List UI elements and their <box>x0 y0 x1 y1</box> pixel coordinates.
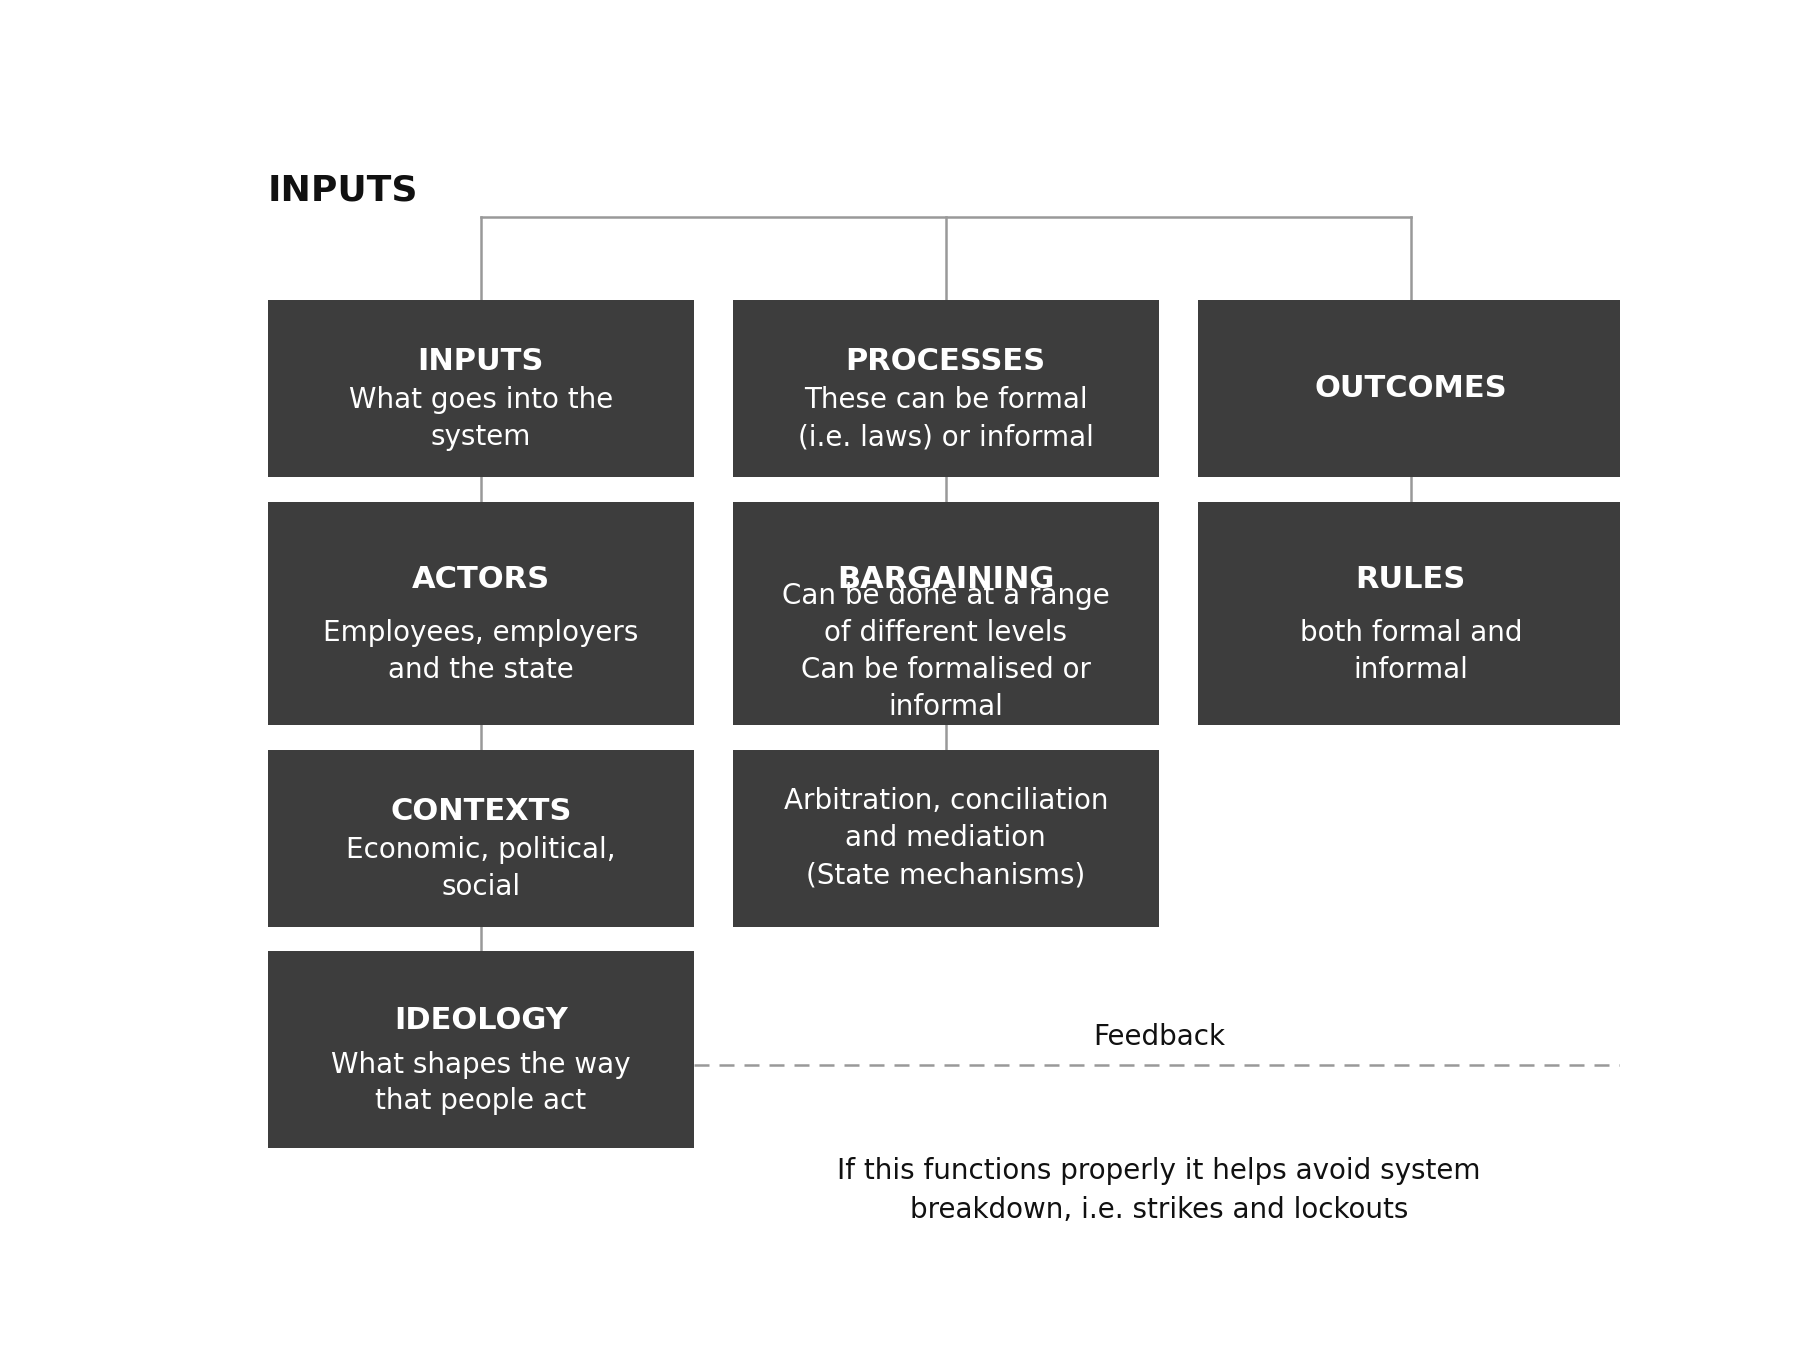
Text: both formal and
informal: both formal and informal <box>1300 619 1523 683</box>
Text: What goes into the
system: What goes into the system <box>349 386 612 451</box>
Text: Economic, political,
social: Economic, political, social <box>346 837 616 901</box>
Text: PROCESSES: PROCESSES <box>846 347 1046 377</box>
Text: ACTORS: ACTORS <box>412 565 549 594</box>
Bar <box>733 502 1159 725</box>
Text: Arbitration, conciliation
and mediation
(State mechanisms): Arbitration, conciliation and mediation … <box>783 787 1109 889</box>
Text: Feedback: Feedback <box>1093 1024 1224 1052</box>
Text: OUTCOMES: OUTCOMES <box>1314 374 1507 404</box>
Bar <box>1197 300 1624 477</box>
Bar <box>268 951 693 1147</box>
Text: INPUTS: INPUTS <box>268 174 418 207</box>
Text: Employees, employers
and the state: Employees, employers and the state <box>322 619 639 683</box>
Text: RULES: RULES <box>1355 565 1465 594</box>
Text: INPUTS: INPUTS <box>418 347 544 377</box>
Bar <box>268 300 693 477</box>
Bar <box>268 749 693 927</box>
Text: IDEOLOGY: IDEOLOGY <box>394 1006 567 1034</box>
Text: These can be formal
(i.e. laws) or informal: These can be formal (i.e. laws) or infor… <box>797 386 1094 451</box>
Text: CONTEXTS: CONTEXTS <box>391 798 571 826</box>
Bar <box>733 749 1159 927</box>
Text: Can be done at a range
of different levels
Can be formalised or
informal: Can be done at a range of different leve… <box>781 582 1109 721</box>
Text: If this functions properly it helps avoid system
breakdown, i.e. strikes and loc: If this functions properly it helps avoi… <box>837 1157 1481 1224</box>
Bar <box>1197 502 1624 725</box>
Text: BARGAINING: BARGAINING <box>837 565 1055 594</box>
Text: What shapes the way
that people act: What shapes the way that people act <box>331 1050 630 1115</box>
Bar <box>733 300 1159 477</box>
Bar <box>268 502 693 725</box>
